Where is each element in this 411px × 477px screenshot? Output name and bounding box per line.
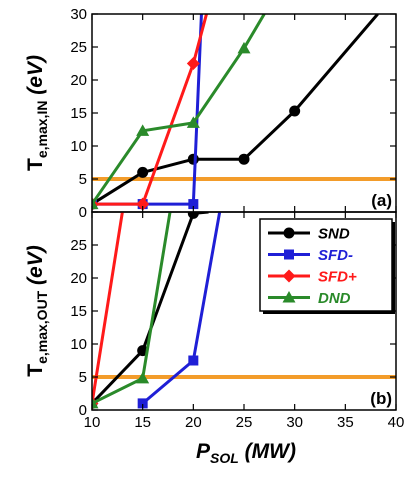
data-point	[92, 396, 99, 409]
y-axis-title-main: T	[24, 364, 47, 377]
legend-item: SND	[268, 226, 350, 243]
panel-a: 0 5 10 15 20 25 30 (a) Te,max,IN (eV)	[24, 6, 397, 221]
y-axis-title-unit: (eV)	[24, 245, 47, 291]
x-tick-label: 10	[84, 414, 101, 431]
series-line	[92, 14, 208, 206]
y-tick-label: 5	[79, 369, 87, 386]
series-dnd	[92, 212, 172, 409]
legend-label: SFD+	[318, 269, 357, 286]
legend-marker	[282, 269, 296, 283]
data-point	[188, 355, 199, 366]
x-axis-title: PSOL (MW)	[196, 440, 296, 466]
y-tick-label: 25	[70, 39, 87, 56]
x-tick-label: 35	[337, 414, 354, 431]
y-axis-title-sub: e,max,OUT	[34, 290, 50, 364]
panel-b: 0 5 10 15 20 25 10 15 20 25 30 35 40 (b) Te,max,OUT (e…	[24, 211, 405, 466]
x-tick-label: 25	[236, 414, 253, 431]
y-axis-title-sub: e,max,IN	[34, 101, 50, 159]
legend-label: SFD-	[318, 247, 353, 264]
x-tick-label: 20	[185, 414, 202, 431]
y-tick-label: 5	[79, 171, 87, 188]
legend-item: SFD-	[268, 247, 353, 264]
y-axis-title-unit: (eV)	[24, 55, 47, 101]
y-tick-label: 0	[79, 204, 87, 221]
y-axis-title-main: T	[24, 158, 47, 171]
legend-item: DND	[268, 290, 351, 307]
y-tick-label: 10	[70, 336, 87, 353]
panel-label: (b)	[370, 389, 392, 408]
y-tick-label: 15	[70, 303, 87, 320]
data-point	[137, 398, 148, 409]
series-line	[92, 212, 209, 405]
y-tick-label: 10	[70, 138, 87, 155]
y-axis-title: Te,max,OUT (eV)	[24, 245, 50, 376]
legend-item: SFD+	[268, 269, 357, 286]
series-sfd	[92, 212, 124, 410]
legend-marker	[284, 249, 294, 260]
data-point	[186, 116, 200, 128]
data-point	[136, 124, 150, 136]
y-tick-label: 15	[70, 105, 87, 122]
data-point	[137, 166, 149, 178]
series-dnd	[92, 14, 266, 210]
legend-label: DND	[318, 290, 351, 307]
y-tick-label: 20	[70, 270, 87, 287]
data-point	[187, 153, 199, 165]
x-tick-label: 15	[134, 414, 151, 431]
y-tick-label: 30	[70, 6, 87, 23]
legend-marker	[283, 227, 295, 239]
x-axis-title-unit: (MW)	[239, 440, 296, 463]
data-point	[237, 41, 251, 54]
panel-label: (a)	[371, 191, 392, 210]
legend: SND SFD- SFD+ DND	[259, 218, 395, 314]
legend-marker	[282, 291, 296, 303]
series-line	[92, 14, 379, 206]
data-point	[238, 153, 250, 165]
x-tick-label: 40	[388, 414, 405, 431]
y-tick-label: 25	[70, 237, 87, 254]
y-tick-label: 20	[70, 72, 87, 89]
data-point	[136, 371, 150, 384]
data-point	[186, 57, 200, 70]
x-axis-title-sub: SOL	[210, 450, 239, 466]
data-point	[92, 197, 99, 210]
series-snd	[92, 14, 379, 210]
y-tick-label: 0	[79, 402, 87, 419]
x-tick-label: 30	[286, 414, 303, 431]
y-axis-title: Te,max,IN (eV)	[24, 55, 50, 171]
x-axis-title-main: P	[196, 440, 211, 463]
data-point	[188, 199, 199, 210]
series-line	[92, 212, 124, 404]
data-point	[136, 197, 150, 211]
data-point	[289, 105, 301, 117]
legend-label: SND	[318, 226, 350, 243]
series-sfd	[137, 212, 222, 409]
series-sfd	[92, 14, 208, 211]
